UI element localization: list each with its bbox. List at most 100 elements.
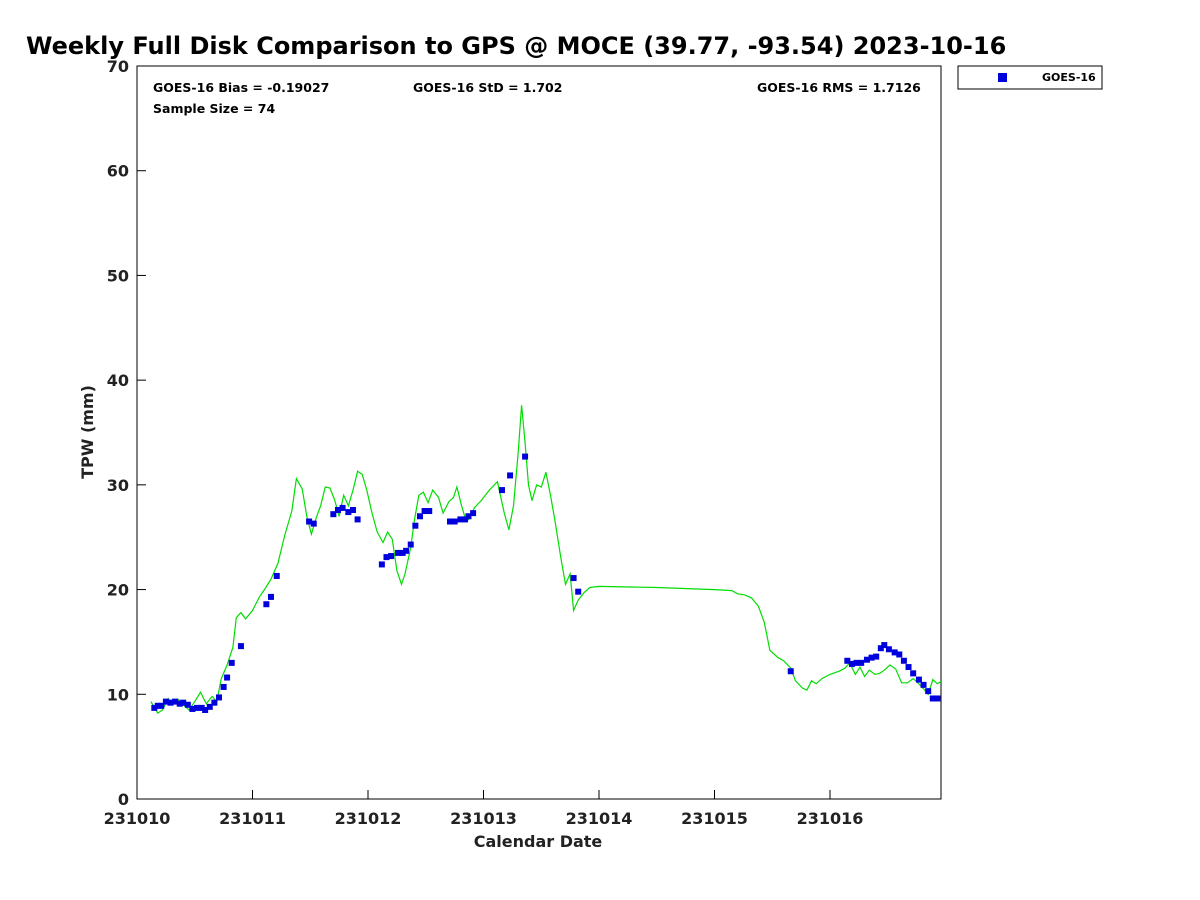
chart-title: Weekly Full Disk Comparison to GPS @ MOC… bbox=[26, 32, 1006, 60]
goes16-point bbox=[224, 674, 231, 681]
goes16-point bbox=[915, 676, 922, 683]
y-tick-label: 10 bbox=[107, 685, 129, 704]
y-tick-label: 20 bbox=[107, 581, 129, 600]
goes16-point bbox=[457, 516, 464, 523]
goes16-point bbox=[891, 649, 898, 656]
legend: GOES-16 bbox=[957, 65, 1103, 90]
legend-label-goes16: GOES-16 bbox=[1042, 71, 1096, 84]
goes16-point bbox=[228, 659, 235, 666]
goes16-point bbox=[507, 472, 514, 479]
goes16-point bbox=[184, 701, 191, 708]
goes16-point bbox=[383, 554, 390, 561]
goes16-point bbox=[403, 547, 410, 554]
goes16-point bbox=[334, 506, 341, 513]
goes16-point bbox=[151, 704, 158, 711]
plot-area bbox=[136, 65, 942, 800]
goes16-point bbox=[426, 508, 433, 515]
goes16-point bbox=[447, 518, 454, 525]
goes16-point bbox=[189, 705, 196, 712]
goes16-point bbox=[306, 518, 313, 525]
goes16-point bbox=[896, 651, 903, 658]
x-axis: 231010 231011 231012 231013 231014 231015 2310… bbox=[104, 790, 864, 828]
x-tick-label: 231012 bbox=[335, 809, 402, 828]
goes16-point bbox=[345, 509, 352, 516]
y-tick-label: 60 bbox=[107, 162, 129, 181]
y-tick-label: 70 bbox=[107, 57, 129, 76]
y-tick-label: 0 bbox=[118, 790, 129, 809]
goes16-point bbox=[263, 601, 270, 608]
std-stat: GOES-16 StD = 1.702 bbox=[413, 80, 562, 95]
goes16-point bbox=[412, 522, 419, 529]
goes16-point bbox=[267, 593, 274, 600]
goes16-point bbox=[162, 698, 169, 705]
goes16-point bbox=[354, 516, 361, 523]
x-tick-label: 231014 bbox=[566, 809, 633, 828]
y-axis: 0 10 20 30 40 50 60 70 bbox=[107, 57, 146, 809]
bias-stat: GOES-16 Bias = -0.19027 bbox=[153, 80, 329, 95]
goes16-point bbox=[853, 659, 860, 666]
goes16-marker-series bbox=[151, 453, 941, 713]
goes16-point bbox=[198, 704, 205, 711]
goes16-point bbox=[465, 513, 472, 520]
goes16-point bbox=[900, 657, 907, 664]
goes16-point bbox=[905, 664, 912, 671]
goes16-point bbox=[575, 588, 582, 595]
goes16-point bbox=[167, 699, 174, 706]
sample-size-stat: Sample Size = 74 bbox=[153, 101, 275, 116]
y-tick-label: 50 bbox=[107, 266, 129, 285]
goes16-point bbox=[462, 516, 469, 523]
goes16-point bbox=[407, 541, 414, 548]
goes16-point bbox=[863, 656, 870, 663]
x-tick-label: 231013 bbox=[450, 809, 517, 828]
goes16-point bbox=[570, 575, 577, 582]
x-tick-label: 231011 bbox=[219, 809, 286, 828]
goes16-point bbox=[273, 572, 280, 579]
goes16-point bbox=[395, 549, 402, 556]
goes16-point bbox=[929, 695, 936, 702]
goes16-point bbox=[881, 642, 888, 649]
goes16-point bbox=[522, 453, 529, 460]
x-axis-label: Calendar Date bbox=[474, 832, 603, 851]
goes16-point bbox=[848, 660, 855, 667]
goes16-point bbox=[844, 657, 851, 664]
goes16-point bbox=[399, 549, 406, 556]
goes16-point bbox=[920, 681, 927, 688]
goes16-point bbox=[873, 653, 880, 660]
goes16-point bbox=[498, 487, 505, 494]
gps-tpw-line bbox=[150, 405, 943, 714]
goes16-point bbox=[330, 511, 337, 518]
goes16-point bbox=[877, 645, 884, 652]
x-tick-label: 231015 bbox=[681, 809, 748, 828]
goes16-point bbox=[158, 702, 165, 709]
x-tick-label: 231016 bbox=[797, 809, 864, 828]
goes16-point bbox=[349, 506, 356, 513]
goes16-point bbox=[206, 703, 213, 710]
goes16-point bbox=[180, 699, 187, 706]
goes16-point bbox=[787, 668, 794, 675]
goes16-point bbox=[421, 508, 428, 515]
goes16-point bbox=[470, 510, 477, 517]
gps-line-series bbox=[150, 405, 943, 714]
goes16-point bbox=[339, 504, 346, 511]
y-tick-label: 40 bbox=[107, 371, 129, 390]
goes16-point bbox=[416, 513, 423, 520]
goes16-point bbox=[194, 704, 201, 711]
goes16-point bbox=[172, 698, 179, 705]
goes16-point bbox=[885, 646, 892, 653]
y-tick-label: 30 bbox=[107, 476, 129, 495]
goes16-point bbox=[310, 520, 317, 527]
goes16-point bbox=[388, 553, 395, 560]
goes16-point bbox=[216, 694, 223, 701]
rms-stat: GOES-16 RMS = 1.7126 bbox=[757, 80, 921, 95]
goes16-point bbox=[237, 643, 244, 650]
goes16-point bbox=[211, 699, 218, 706]
goes16-point bbox=[925, 688, 932, 695]
goes16-point bbox=[176, 700, 183, 707]
goes16-point bbox=[858, 659, 865, 666]
goes16-point bbox=[868, 654, 875, 661]
goes16-point bbox=[202, 706, 209, 713]
goes16-point bbox=[378, 561, 385, 568]
goes16-point bbox=[154, 702, 161, 709]
y-axis-label: TPW (mm) bbox=[78, 385, 97, 479]
